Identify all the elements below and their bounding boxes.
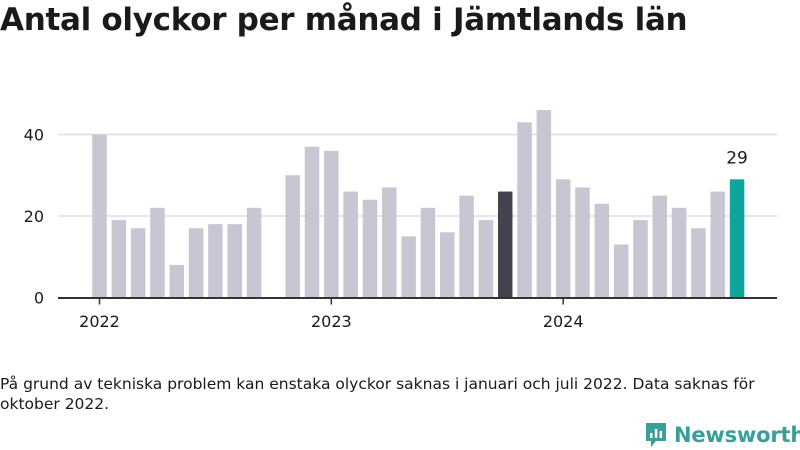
bars bbox=[92, 110, 745, 298]
bar-2024-10 bbox=[729, 179, 745, 298]
bar-2023-02 bbox=[343, 191, 358, 298]
bar-2022-05 bbox=[169, 264, 185, 298]
bar-2023-07 bbox=[440, 232, 455, 298]
bar-2022-11 bbox=[285, 175, 300, 298]
latest-value-label: 29 bbox=[726, 148, 748, 168]
x-axis-ticks: 2022 2023 2024 bbox=[79, 298, 584, 331]
bar-2024-01 bbox=[555, 179, 571, 298]
x-tick-label: 2023 bbox=[311, 312, 352, 331]
y-tick-label: 20 bbox=[24, 207, 44, 226]
bar-2024-03 bbox=[594, 203, 610, 298]
bar-2022-01 bbox=[92, 134, 107, 298]
y-tick-label: 40 bbox=[24, 126, 44, 145]
chart-title: Antal olyckor per månad i Jämtlands län bbox=[0, 2, 688, 38]
bar-2023-12 bbox=[536, 110, 552, 298]
bar-2023-04 bbox=[382, 187, 397, 298]
bar-2024-04 bbox=[613, 244, 629, 298]
data-labels: 29 bbox=[726, 148, 748, 168]
bar-2022-12 bbox=[304, 146, 320, 298]
bar-2023-03 bbox=[362, 199, 378, 298]
y-axis-ticks: 0 20 40 bbox=[24, 126, 44, 308]
bar-2023-06 bbox=[420, 207, 436, 298]
x-tick-label: 2024 bbox=[543, 312, 584, 331]
bar-2024-08 bbox=[691, 228, 706, 298]
bar-chart: 0 20 40 2022 2023 2024 29 bbox=[24, 110, 777, 331]
bar-2024-05 bbox=[633, 220, 648, 298]
x-tick-label: 2022 bbox=[79, 312, 120, 331]
y-tick-label: 0 bbox=[34, 289, 44, 308]
newsworthy-logo-icon bbox=[646, 423, 666, 447]
bar-2024-07 bbox=[671, 207, 687, 298]
bar-2022-02 bbox=[111, 220, 127, 298]
bar-2023-11 bbox=[517, 122, 532, 298]
bar-2022-07 bbox=[208, 224, 223, 298]
bar-2023-09 bbox=[478, 220, 494, 298]
bar-2023-01 bbox=[324, 150, 339, 298]
bar-2024-09 bbox=[710, 191, 725, 298]
bar-2023-10 bbox=[497, 191, 513, 298]
bar-2022-04 bbox=[150, 207, 165, 298]
bar-2022-03 bbox=[130, 228, 146, 298]
bar-2024-02 bbox=[575, 187, 590, 298]
bar-2022-09 bbox=[246, 207, 262, 298]
bar-2023-05 bbox=[401, 236, 416, 298]
bar-2023-08 bbox=[459, 195, 474, 298]
newsworthy-logo: Newsworthy bbox=[644, 420, 800, 450]
footnote: På grund av tekniska problem kan enstaka… bbox=[0, 375, 755, 413]
gridlines bbox=[58, 133, 777, 217]
newsworthy-logo-text: Newsworthy bbox=[674, 423, 800, 447]
bar-2024-06 bbox=[652, 195, 668, 298]
bar-2022-08 bbox=[227, 224, 242, 298]
bar-2022-06 bbox=[188, 228, 204, 298]
